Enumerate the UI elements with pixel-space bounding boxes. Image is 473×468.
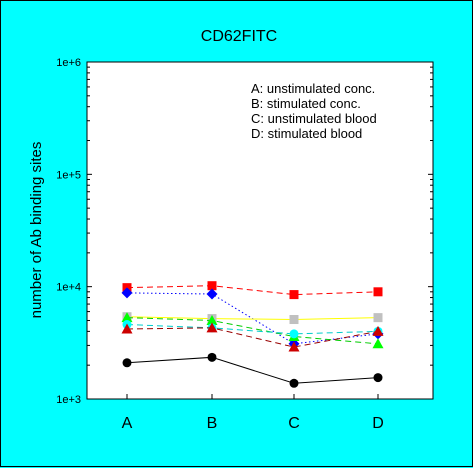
series-line bbox=[126, 317, 379, 345]
data-point bbox=[289, 290, 299, 300]
x-tick-label: B bbox=[207, 415, 218, 432]
x-tick-label: A bbox=[122, 415, 133, 432]
data-point bbox=[373, 287, 383, 297]
data-point bbox=[206, 322, 218, 333]
data-point bbox=[121, 287, 133, 299]
plot-area bbox=[86, 61, 434, 400]
data-point bbox=[289, 329, 299, 339]
data-point bbox=[373, 313, 383, 323]
series-line bbox=[126, 327, 379, 348]
series-line bbox=[126, 324, 379, 335]
series-7 bbox=[122, 352, 383, 388]
data-point bbox=[207, 281, 217, 291]
series-line bbox=[126, 316, 379, 321]
y-tick-label: 1e+6 bbox=[56, 57, 81, 69]
y-tick-label: 1e+4 bbox=[56, 282, 81, 294]
y-axis: 1e+3 1e+4 1e+5 1e+6 bbox=[56, 57, 433, 406]
data-point bbox=[206, 314, 218, 325]
series-6 bbox=[121, 322, 384, 352]
legend: A: unstimulated conc.B: stimulated conc.… bbox=[251, 81, 377, 141]
data-point bbox=[288, 341, 300, 352]
chart-title: CD62FITC bbox=[201, 28, 277, 45]
y-tick-label: 1e+3 bbox=[56, 394, 81, 406]
data-point bbox=[121, 312, 133, 323]
legend-entry: D: stimulated blood bbox=[251, 126, 362, 141]
series-layer bbox=[121, 281, 384, 388]
series-line bbox=[126, 356, 379, 384]
data-point bbox=[121, 323, 133, 334]
y-tick-label: 1e+5 bbox=[56, 169, 81, 181]
data-point bbox=[289, 378, 299, 388]
legend-entry: C: unstimulated blood bbox=[251, 111, 377, 126]
data-point bbox=[372, 325, 384, 336]
legend-entry: B: stimulated conc. bbox=[251, 96, 361, 111]
data-point bbox=[373, 373, 383, 383]
legend-entry: A: unstimulated conc. bbox=[251, 81, 375, 96]
x-tick-label: D bbox=[372, 415, 384, 432]
data-point bbox=[206, 288, 218, 300]
data-point bbox=[122, 358, 132, 368]
x-axis: A B C D bbox=[122, 394, 384, 432]
data-point bbox=[207, 352, 217, 362]
x-tick-label: C bbox=[288, 415, 300, 432]
data-point bbox=[289, 315, 299, 325]
y-axis-label: number of Ab binding sites bbox=[28, 142, 45, 319]
data-point bbox=[372, 338, 384, 349]
series-line bbox=[126, 285, 379, 296]
